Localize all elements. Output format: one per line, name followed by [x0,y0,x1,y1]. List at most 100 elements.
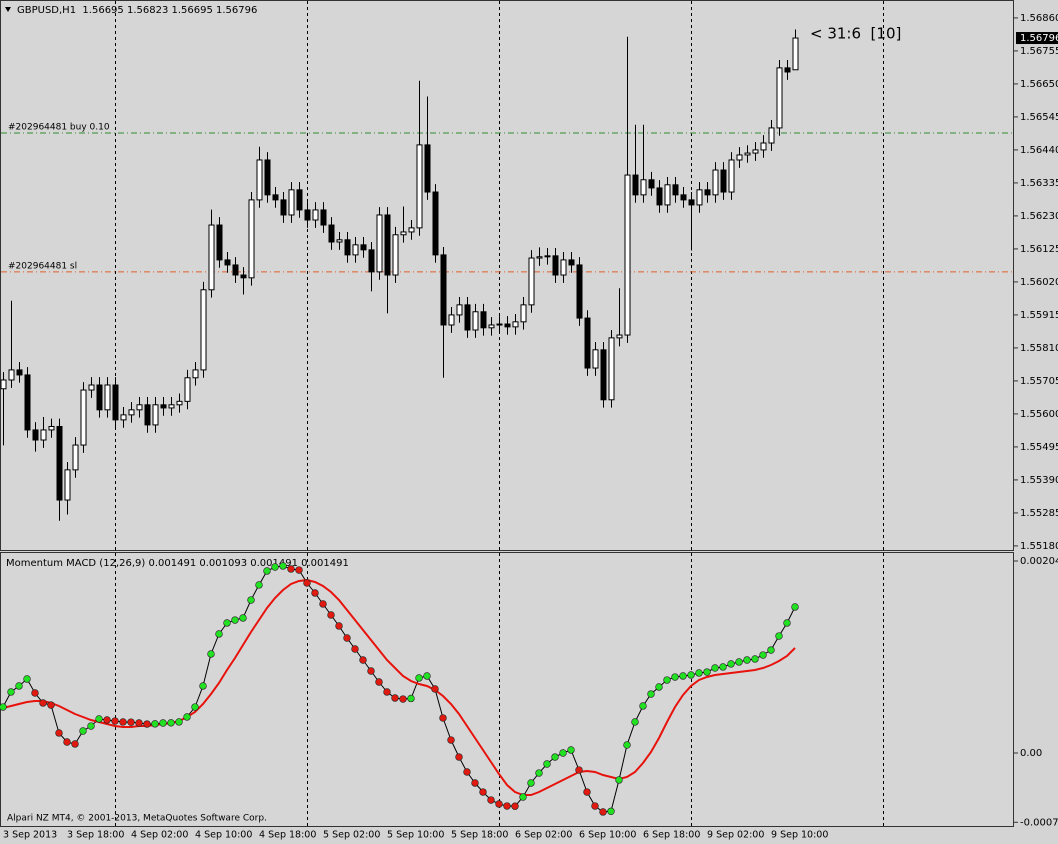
candle-body [48,425,55,431]
macd-dot [191,703,199,711]
candle-body [720,169,727,193]
macd-dot [223,619,231,627]
x-tick-label: 5 Sep 02:00 [323,830,380,841]
candle-body [384,214,391,276]
macd-dot [135,719,143,727]
macd-dot [711,664,719,672]
candle-body [136,404,143,411]
macd-dot [239,614,247,622]
macd-dot [159,719,167,727]
macd-dot [207,650,215,658]
candle-body [232,264,239,276]
candle-body [672,184,679,196]
macd-dot [199,682,207,690]
macd-dot [303,579,311,587]
candle-body [504,323,511,328]
macd-pane [0,552,1014,827]
chart-title: GBPUSD,H1 1.56695 1.56823 1.56695 1.5679… [17,5,257,16]
macd-dot [23,675,31,683]
macd-dot [71,740,79,748]
macd-dot [343,634,351,642]
macd-dot [151,720,159,728]
candle-body [664,184,671,206]
macd-dot [47,701,55,709]
candle-body [712,169,719,196]
candle-body [296,189,303,211]
macd-dot [615,776,623,784]
macd-dot [407,694,415,703]
y-tick-label: 1.55285 [1020,508,1058,519]
candle-body [576,264,583,319]
candle-body [32,429,39,441]
macd-dot [599,808,607,816]
y-tick-label: 1.56335 [1020,178,1058,189]
candle-body [256,159,263,201]
candle-body [320,209,327,226]
y-tick-label: 1.56545 [1020,112,1058,123]
candle-body [168,404,175,409]
macd-dot [351,645,359,653]
macd-dot [647,690,655,698]
macd-dot [439,714,447,722]
candle-body [704,189,711,196]
macd-dot [455,753,463,761]
y-tick-label: 1.56125 [1020,244,1058,255]
candle-body [784,67,791,73]
candle-body [440,254,447,326]
candle-body [368,249,375,273]
macd-dot [0,703,7,711]
macd-dot [471,779,479,787]
indicator-title: Momentum MACD (12,26,9) 0.001491 0.00109… [6,558,349,569]
macd-dot [271,563,279,571]
candle-body [352,244,359,256]
candle-body [480,311,487,329]
candle-body [608,337,615,401]
candle-body [160,404,167,409]
candle-body [520,304,527,323]
candle-body [80,389,87,446]
macd-dot [95,715,103,723]
macd-dot [447,736,455,744]
macd-dot [511,802,519,810]
y-tick-label: 1.56650 [1020,79,1058,90]
macd-dot [391,694,399,702]
macd-dot [735,658,743,666]
candle-body [312,209,319,221]
candle-body [144,404,151,426]
y-tick-label: 1.56440 [1020,145,1058,156]
macd-dot [399,695,407,703]
macd-dot [535,769,543,777]
candle-body [88,384,95,391]
macd-dot [367,667,375,675]
candle-body [104,384,111,411]
menu-arrow[interactable] [5,7,11,12]
macd-dot [431,685,439,693]
candle-body [328,224,335,243]
macd-dot [695,669,703,677]
macd-dot [311,589,319,597]
candle-body [264,159,271,196]
macd-dot [295,566,303,574]
macd-line [2,565,796,813]
y-tick-label: 1.56230 [1020,211,1058,222]
y-tick-label: 0.002042 [1020,556,1058,567]
macd-dot [15,682,23,690]
macd-dot [327,611,335,619]
x-tick-label: 3 Sep 18:00 [67,830,124,841]
candle-body [192,369,199,379]
x-tick-label: 6 Sep 18:00 [643,830,700,841]
y-tick-label: 1.55390 [1020,475,1058,486]
annotation: < 31:6 [10] [810,25,901,43]
candle-body [600,349,607,401]
order-label: #202964481 buy 0.10 [8,122,110,132]
candle-body [360,244,367,251]
candle-body [464,304,471,331]
candle-body [744,152,751,156]
y-tick-label: 1.55810 [1020,343,1058,354]
macd-dot [703,668,711,676]
x-tick-label: 3 Sep 2013 [3,830,57,841]
macd-dot [663,676,671,684]
macd-dot [631,718,639,726]
candle-body [696,189,703,206]
